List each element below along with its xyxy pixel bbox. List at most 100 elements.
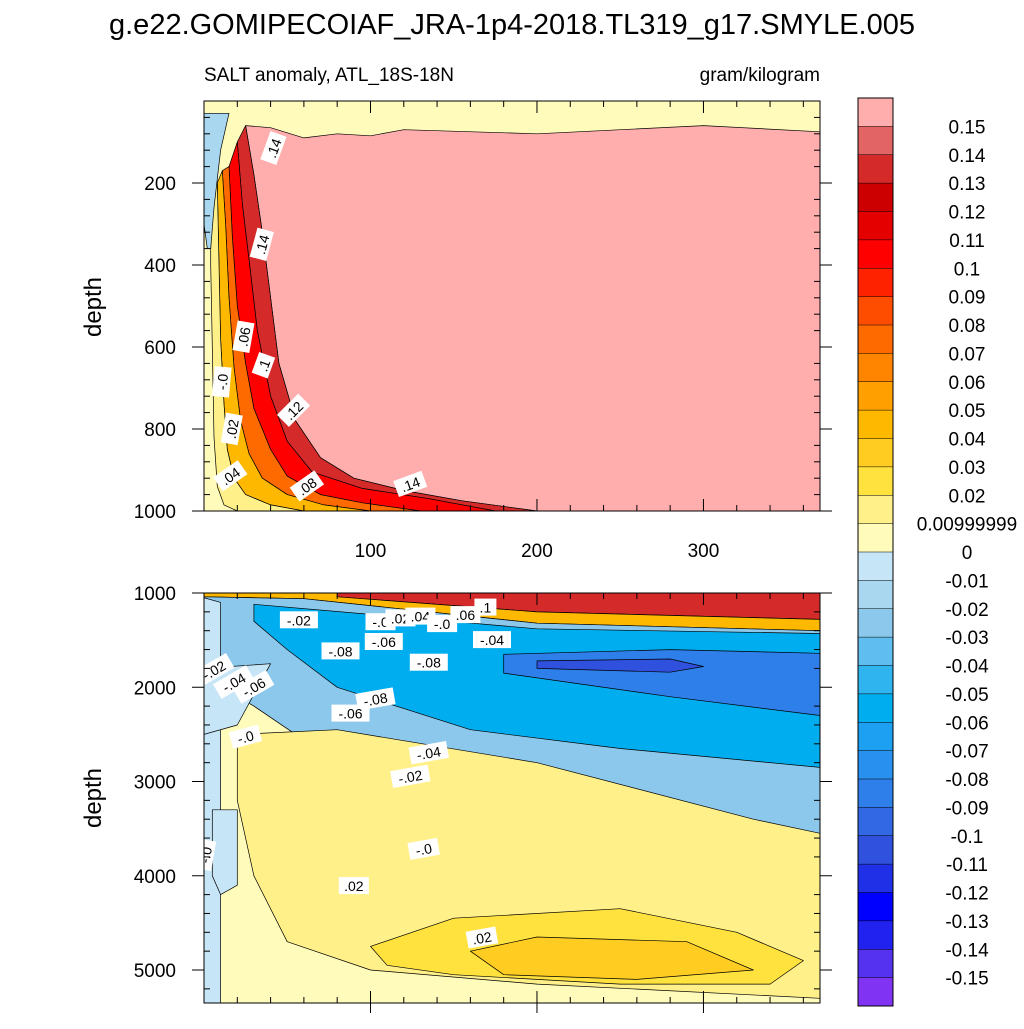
colorbar-label: 0.1: [954, 259, 980, 280]
colorbar-label: 0.08: [949, 316, 986, 337]
colorbar-label: 0.05: [949, 401, 986, 422]
lower-contour-label: .02: [338, 877, 369, 895]
colorbar-label: 0.03: [949, 458, 986, 479]
colorbar-swatch: [858, 211, 893, 241]
lower-contour-region: [536, 658, 704, 673]
colorbar-label: 0.02: [949, 486, 986, 507]
colorbar-label: 0.14: [949, 146, 986, 167]
lower-contour-region: [470, 936, 754, 980]
lower-contour-label: -.0: [407, 837, 440, 860]
colorbar-swatch: [858, 154, 893, 184]
svg-text:.06: .06: [234, 326, 253, 348]
colorbar-swatch: [858, 637, 893, 666]
lower-contour-label: -.0: [427, 615, 458, 633]
colorbar-swatch: [858, 353, 893, 383]
svg-text:-.0: -.0: [214, 373, 231, 391]
lower-contour-label: -.08: [321, 642, 360, 660]
svg-text:.14: .14: [399, 473, 423, 495]
upper-contour-label: .1: [251, 351, 276, 379]
colorbar-frame: [857, 97, 894, 1007]
svg-text:-.08: -.08: [328, 643, 352, 659]
upper-contour-region: [245, 125, 820, 511]
upper-contour-label: .06: [232, 320, 255, 353]
lower-contour-label: -.0: [228, 724, 263, 749]
svg-text:.04: .04: [411, 609, 431, 625]
svg-text:-.0: -.0: [414, 840, 433, 859]
upper-contour-label: .14: [260, 131, 287, 166]
colorbar-label: -0.14: [945, 940, 989, 961]
svg-text:.1: .1: [480, 600, 492, 616]
colorbar-swatch: [858, 381, 893, 411]
colorbar-label: -0.1: [951, 827, 984, 848]
lower-y-axis-label: depth: [80, 768, 107, 828]
upper-x-tick-label: 300: [688, 541, 720, 562]
colorbar-label: 0.11: [949, 231, 985, 252]
lower-contour-label: -.0: [204, 838, 217, 872]
figure-title: g.e22.GOMIPECOIAF_JRA-1p4-2018.TL319_g17…: [109, 9, 915, 41]
colorbar-label: -0.15: [945, 969, 988, 990]
colorbar-swatch: [858, 552, 893, 581]
colorbar-swatch: [858, 693, 893, 723]
lower-y-tick-label: 4000: [134, 867, 176, 888]
colorbar-swatch: [858, 296, 893, 326]
colorbar-label: -0.13: [945, 912, 988, 933]
upper-y-tick-label: 200: [144, 174, 176, 195]
colorbar-label: 0.12: [949, 203, 986, 224]
colorbar-label: 0.04: [949, 430, 986, 451]
lower-y-tick-label: 1000: [134, 584, 176, 605]
lower-panel: -.02 -.0.02.04 -.0.06.1-.04-.08-.06-.08-.0…: [134, 584, 832, 1013]
colorbar-swatch: [858, 807, 893, 837]
upper-subtitle-right: gram/kilogram: [700, 65, 820, 86]
colorbar-swatch: [858, 920, 893, 950]
svg-text:.02: .02: [223, 418, 242, 440]
upper-contour-label: .14: [393, 470, 428, 498]
colorbar-label: 0.15: [949, 117, 986, 138]
colorbar-label: -0.01: [945, 571, 988, 592]
colorbar-swatch: [858, 892, 893, 922]
colorbar-swatch: [858, 268, 893, 297]
colorbar-swatch: [858, 523, 893, 553]
svg-text:.02: .02: [344, 878, 364, 894]
svg-text:.06: .06: [456, 607, 476, 623]
colorbar-swatch: [858, 239, 893, 269]
colorbar-label: -0.08: [945, 770, 988, 791]
colorbar-swatch: [858, 183, 893, 212]
colorbar-swatch: [858, 722, 893, 751]
lower-contour-label: -.02: [390, 764, 431, 788]
colorbar-swatch: [858, 495, 893, 524]
colorbar-swatch: [858, 779, 893, 808]
colorbar-label: -0.06: [945, 713, 988, 734]
colorbar-label: -0.05: [945, 685, 988, 706]
colorbar-swatch: [858, 608, 893, 638]
svg-text:-.02: -.02: [287, 612, 311, 628]
lower-contour-label: .06: [450, 606, 481, 624]
lower-contour-label: .02: [465, 926, 499, 949]
lower-y-tick-label: 2000: [134, 678, 176, 699]
colorbar-swatch: [858, 750, 893, 780]
colorbar-label: 0.06: [949, 373, 986, 394]
upper-contour-fill: .14.14.06.1-.0.12.02.04.08.14: [204, 101, 820, 511]
upper-y-axis-label: depth: [80, 277, 107, 337]
colorbar-label: 0.00999999: [917, 515, 1017, 536]
upper-contour-region: [204, 112, 230, 249]
svg-text:.02: .02: [471, 928, 493, 947]
upper-y-tick-label: 800: [144, 420, 176, 441]
colorbar-swatch: [858, 410, 893, 439]
lower-contour-label: -.06: [364, 633, 403, 650]
lower-contour-label: .1: [474, 598, 497, 616]
colorbar-swatch: [858, 98, 893, 127]
lower-contour-label: -.06: [331, 704, 370, 722]
colorbar-swatch: [858, 325, 893, 354]
colorbar-swatch: [858, 665, 893, 695]
lower-frame: [203, 592, 821, 1004]
svg-text:.1: .1: [254, 357, 273, 374]
colorbar-swatch: [858, 580, 893, 610]
lower-contour-region: [211, 809, 238, 895]
svg-text:.14: .14: [263, 136, 285, 160]
colorbar-label: -0.02: [945, 600, 988, 621]
upper-x-tick-label: 200: [521, 541, 553, 562]
colorbar-swatch: [858, 835, 893, 865]
